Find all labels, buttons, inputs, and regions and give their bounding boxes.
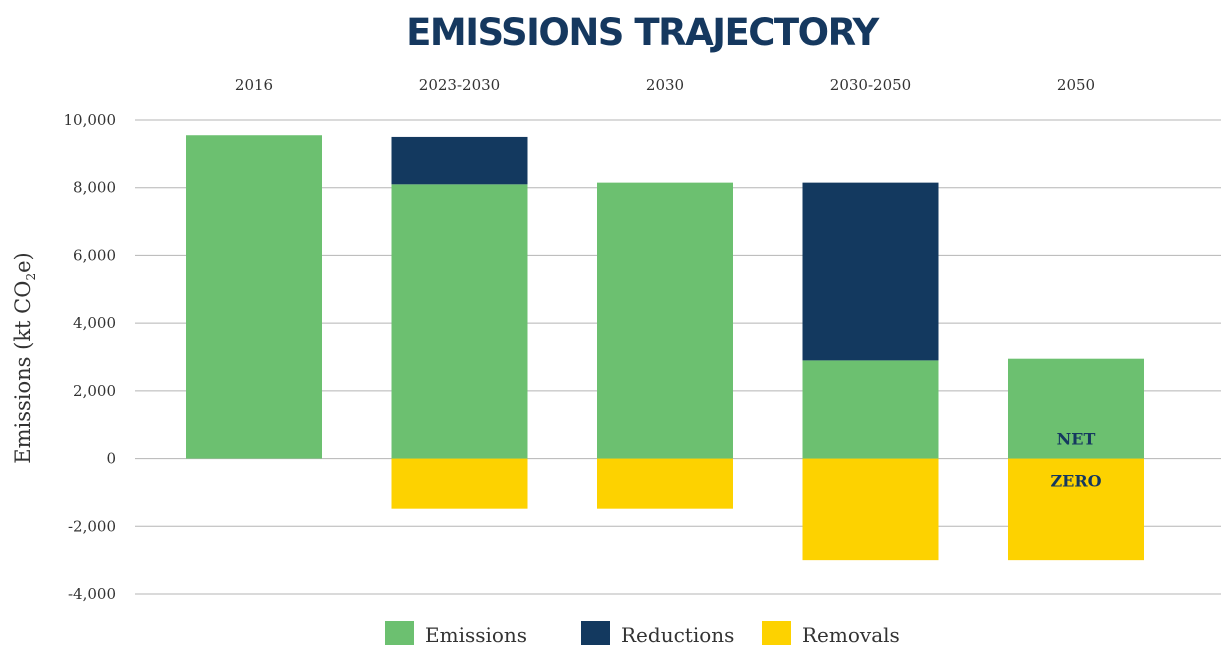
bars	[186, 135, 1144, 561]
y-tick-label: -4,000	[68, 585, 116, 603]
bar-reductions-2023-2030	[391, 136, 528, 185]
legend-swatch-emissions	[385, 621, 414, 645]
y-tick-label: 2,000	[73, 382, 116, 400]
y-axis-ticks: 10,000 8,000 6,000 4,000 2,000 0 -2,000 -4,000	[64, 111, 117, 603]
category-label: 2023-2030	[419, 76, 500, 94]
bar-reductions-2030-2050	[802, 182, 939, 361]
category-labels: 2016 2023-2030 2030 2030-2050 2050	[235, 76, 1095, 94]
legend: Emissions Reductions Removals	[385, 621, 900, 645]
y-tick-label: 6,000	[73, 246, 116, 264]
annotation-net: NET	[1057, 429, 1096, 448]
y-tick-label: -2,000	[68, 517, 116, 535]
category-label: 2030-2050	[830, 76, 911, 94]
bar-removals-2050	[1008, 458, 1144, 561]
y-axis-label: Emissions (kt CO2e)	[11, 252, 38, 463]
y-axis-label-end: e)	[11, 252, 35, 273]
bar-removals-2023-2030	[391, 458, 528, 509]
bar-removals-2030	[597, 458, 733, 509]
y-tick-label: 10,000	[64, 111, 117, 129]
y-tick-label: 8,000	[73, 179, 116, 197]
y-axis-label-main: Emissions (kt CO	[11, 281, 35, 464]
y-axis-label-subscript: 2	[24, 273, 38, 281]
legend-label-removals: Removals	[802, 623, 900, 645]
bar-emissions-2030	[597, 182, 733, 459]
y-tick-label: 4,000	[73, 314, 116, 332]
legend-swatch-reductions	[581, 621, 610, 645]
category-label: 2050	[1057, 76, 1095, 94]
annotations: NET ZERO	[1050, 429, 1101, 490]
bar-emissions-2050	[1008, 358, 1144, 459]
legend-label-emissions: Emissions	[425, 623, 527, 645]
bar-removals-2030-2050	[802, 458, 939, 561]
category-label: 2030	[646, 76, 684, 94]
category-label: 2016	[235, 76, 273, 94]
bar-emissions-2023-2030	[391, 184, 528, 459]
annotation-zero: ZERO	[1050, 472, 1101, 491]
bar-emissions-2030-2050	[802, 360, 939, 459]
y-tick-label: 0	[106, 450, 116, 468]
legend-label-reductions: Reductions	[621, 623, 734, 645]
chart-title: EMISSIONS TRAJECTORY	[406, 11, 880, 54]
legend-swatch-removals	[762, 621, 791, 645]
bar-emissions-2016	[186, 135, 322, 459]
